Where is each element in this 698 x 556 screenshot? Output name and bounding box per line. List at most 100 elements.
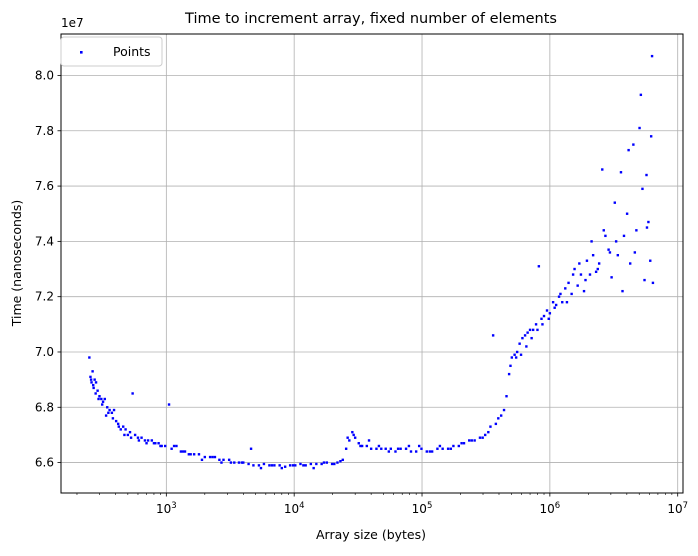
data-point bbox=[470, 439, 473, 442]
data-point bbox=[528, 328, 532, 332]
data-point bbox=[367, 439, 371, 442]
data-point bbox=[553, 306, 556, 309]
data-point bbox=[515, 350, 519, 354]
data-point bbox=[633, 251, 637, 254]
data-point bbox=[530, 336, 533, 340]
data-point bbox=[645, 173, 648, 177]
data-point bbox=[222, 458, 225, 462]
data-point bbox=[639, 93, 643, 97]
data-point bbox=[457, 444, 461, 448]
data-point bbox=[436, 447, 439, 450]
data-point bbox=[534, 323, 538, 326]
data-point bbox=[104, 414, 108, 417]
data-point bbox=[632, 143, 635, 146]
data-point bbox=[518, 342, 521, 345]
data-point bbox=[582, 289, 586, 293]
data-point bbox=[278, 464, 281, 467]
data-point bbox=[425, 450, 428, 453]
x-tick-label: 103 bbox=[156, 501, 177, 516]
data-point bbox=[452, 444, 455, 448]
legend: Points bbox=[60, 36, 163, 67]
data-point bbox=[414, 450, 418, 453]
data-point bbox=[247, 462, 250, 466]
data-point bbox=[526, 331, 529, 334]
data-point bbox=[220, 461, 223, 464]
chart-title: Time to increment array, fixed number of… bbox=[184, 11, 557, 27]
data-point bbox=[596, 267, 599, 271]
data-point bbox=[519, 353, 523, 356]
x-tick-label: 106 bbox=[540, 501, 561, 516]
data-point bbox=[571, 273, 575, 276]
data-point bbox=[547, 317, 550, 320]
data-point bbox=[365, 444, 369, 448]
data-point bbox=[502, 408, 506, 412]
data-point bbox=[97, 397, 100, 401]
data-point bbox=[468, 439, 471, 442]
data-point bbox=[160, 444, 163, 448]
data-point bbox=[578, 262, 581, 265]
data-point bbox=[584, 278, 587, 282]
data-point bbox=[98, 395, 101, 398]
x-tick-label: 105 bbox=[412, 501, 433, 516]
data-point bbox=[561, 301, 564, 304]
y-tick-label: 8.0 bbox=[35, 68, 54, 82]
data-point bbox=[588, 273, 592, 276]
data-point bbox=[157, 442, 160, 445]
data-point bbox=[227, 458, 231, 462]
data-point bbox=[521, 336, 524, 340]
data-point bbox=[346, 436, 349, 439]
data-point bbox=[507, 372, 511, 376]
data-point bbox=[551, 301, 555, 304]
data-point bbox=[594, 270, 598, 273]
data-point bbox=[602, 229, 605, 232]
data-point bbox=[252, 464, 255, 467]
data-point bbox=[170, 447, 173, 450]
x-axis-label: Array size (bytes) bbox=[316, 527, 426, 542]
data-point bbox=[237, 461, 241, 464]
data-point bbox=[339, 460, 342, 463]
data-point bbox=[299, 462, 302, 466]
data-point bbox=[172, 444, 176, 448]
data-point bbox=[610, 276, 613, 279]
data-point bbox=[635, 229, 638, 232]
data-point bbox=[622, 234, 626, 238]
data-point bbox=[590, 240, 593, 243]
data-point bbox=[200, 458, 204, 462]
data-point bbox=[407, 444, 411, 448]
data-point bbox=[645, 226, 649, 229]
data-point bbox=[399, 447, 402, 450]
data-point bbox=[108, 408, 111, 412]
data-point bbox=[651, 281, 655, 285]
data-point bbox=[473, 439, 476, 442]
data-point bbox=[192, 453, 196, 456]
data-point bbox=[96, 389, 99, 392]
data-point bbox=[449, 447, 453, 450]
data-point bbox=[357, 442, 360, 445]
data-point bbox=[312, 466, 315, 470]
data-point bbox=[360, 444, 364, 448]
y-axis-label: Time (nanoseconds) bbox=[9, 200, 24, 328]
data-point bbox=[430, 450, 434, 453]
data-point bbox=[396, 447, 400, 450]
data-point bbox=[514, 356, 518, 359]
data-point bbox=[189, 453, 192, 456]
data-point bbox=[601, 168, 604, 171]
data-point bbox=[641, 187, 644, 191]
data-point bbox=[106, 406, 109, 409]
data-point bbox=[122, 425, 125, 428]
y-tick-label: 7.4 bbox=[35, 234, 54, 248]
data-point bbox=[409, 450, 413, 453]
data-point bbox=[567, 281, 570, 285]
data-point bbox=[268, 464, 271, 467]
data-point bbox=[387, 450, 391, 453]
data-point bbox=[126, 433, 130, 437]
data-point bbox=[483, 433, 487, 437]
data-point bbox=[242, 461, 245, 464]
data-point bbox=[531, 328, 535, 332]
data-point bbox=[489, 425, 492, 428]
data-point bbox=[309, 462, 313, 466]
data-point bbox=[348, 439, 351, 442]
data-point bbox=[380, 447, 383, 450]
data-point bbox=[537, 265, 541, 268]
y-axis-ticks: 6.6 6.8 7.0 7.2 7.4 7.6 7.8 8.0 bbox=[35, 68, 61, 470]
